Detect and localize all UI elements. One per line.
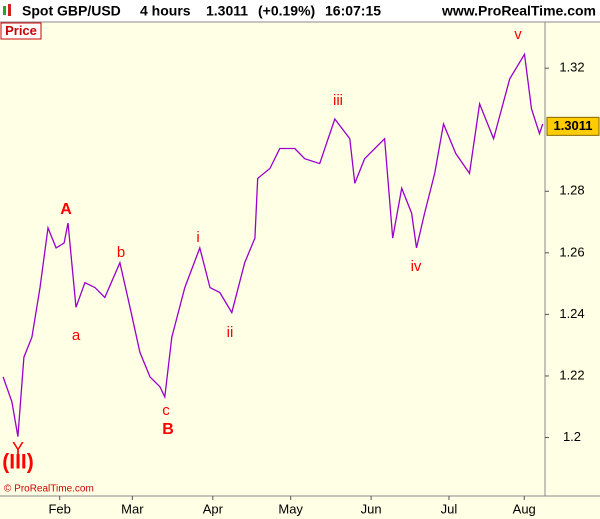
- y-tick-label: 1.26: [559, 244, 584, 259]
- wave-label: Y: [12, 439, 24, 459]
- wave-label: iii: [333, 92, 343, 109]
- last-price-label: 1.3011: [553, 118, 592, 133]
- x-tick-label: Feb: [48, 501, 70, 516]
- x-tick-label: May: [278, 501, 303, 516]
- panel-label-box: [0, 22, 42, 40]
- header-timeframe: 4 hours: [140, 3, 191, 19]
- wave-label: v: [514, 26, 522, 43]
- footer: © ProRealTime.com: [4, 484, 94, 495]
- y-tick-label: 1.28: [559, 183, 584, 198]
- price-line: [2, 52, 544, 437]
- wave-label: c: [162, 402, 170, 419]
- header-price: 1.3011: [206, 3, 248, 19]
- wave-label: A: [60, 201, 72, 218]
- y-tick-label: 1.2: [563, 429, 581, 444]
- wave-label: ii: [227, 324, 234, 341]
- x-tick-label: Aug: [513, 501, 536, 516]
- wave-label: B: [162, 421, 174, 438]
- last-price-box: [546, 116, 600, 136]
- x-tick-label: Mar: [121, 501, 144, 516]
- header-site: www.ProRealTime.com: [441, 3, 596, 19]
- header-title: Spot GBP/USD: [22, 3, 121, 19]
- wave-label: iv: [411, 258, 422, 275]
- header-change: (+0.19%): [258, 3, 315, 19]
- header-time: 16:07:15: [325, 3, 381, 19]
- panel-label: Price: [5, 23, 37, 38]
- x-tick-label: Jul: [441, 501, 458, 516]
- y-tick-label: 1.22: [559, 367, 584, 382]
- x-tick-label: Apr: [203, 501, 224, 516]
- wave-label: (III): [2, 451, 34, 474]
- wave-label: b: [117, 244, 125, 261]
- wave-label: a: [72, 327, 81, 344]
- wave-label: i: [196, 229, 199, 246]
- header-bar: [0, 0, 600, 22]
- x-tick-label: Jun: [361, 501, 382, 516]
- y-tick-label: 1.32: [559, 60, 584, 75]
- y-tick-label: 1.24: [559, 306, 584, 321]
- candle-icon: [3, 4, 11, 16]
